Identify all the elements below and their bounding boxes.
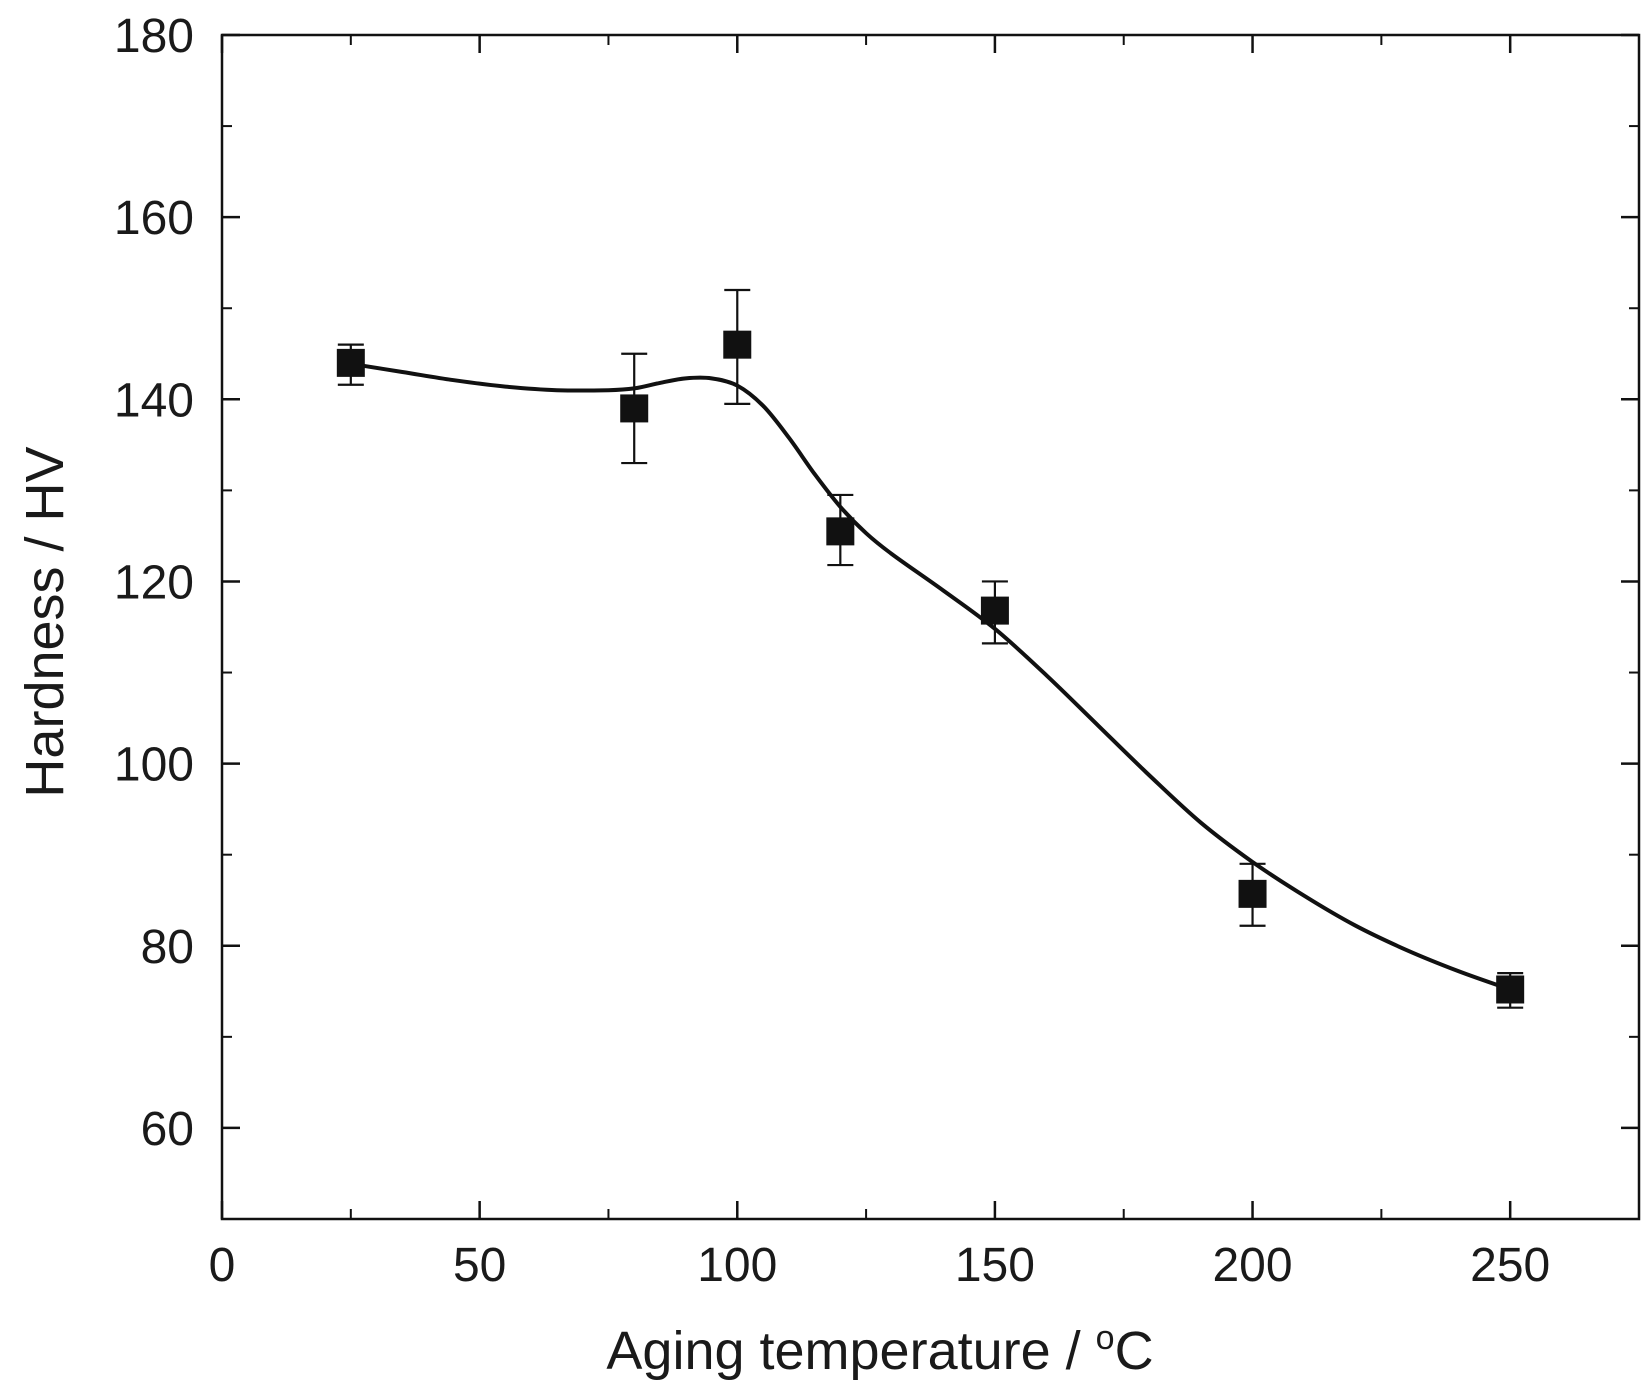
x-tick-label: 150 (955, 1239, 1035, 1292)
x-axis-title: Aging temperature / oC (606, 1319, 1153, 1381)
y-tick-label: 140 (114, 374, 194, 427)
fit-curve (348, 361, 1513, 992)
y-tick-label: 80 (141, 921, 194, 974)
data-point-marker (1238, 879, 1267, 908)
y-tick-label: 160 (114, 192, 194, 245)
x-tick-label: 0 (209, 1239, 236, 1292)
y-tick-label: 180 (114, 10, 194, 63)
error-bars (337, 288, 1524, 1009)
data-point-marker (336, 348, 365, 377)
y-tick-label: 60 (141, 1103, 194, 1156)
y-axis-title: Hardness / HV (15, 446, 75, 797)
y-tick-label: 120 (114, 556, 194, 609)
y-tick-label: 100 (114, 739, 194, 792)
minor-ticks (222, 35, 1639, 1219)
data-point-marker (620, 394, 649, 423)
plot-frame (220, 33, 1641, 1221)
x-tick-label: 50 (453, 1239, 506, 1292)
y-tick-labels: 60 80 100 120 140 160 180 (114, 10, 194, 1156)
data-point-marker (1496, 975, 1525, 1004)
x-tick-label: 200 (1212, 1239, 1292, 1292)
data-point-marker (980, 596, 1009, 625)
data-point-marker (826, 517, 855, 546)
x-tick-labels: 0 50 100 150 200 250 (209, 1239, 1551, 1292)
x-tick-label: 100 (697, 1239, 777, 1292)
data-point-marker (723, 330, 752, 359)
x-tick-label: 250 (1470, 1239, 1550, 1292)
major-ticks (220, 33, 1639, 1219)
data-markers (336, 330, 1525, 1004)
